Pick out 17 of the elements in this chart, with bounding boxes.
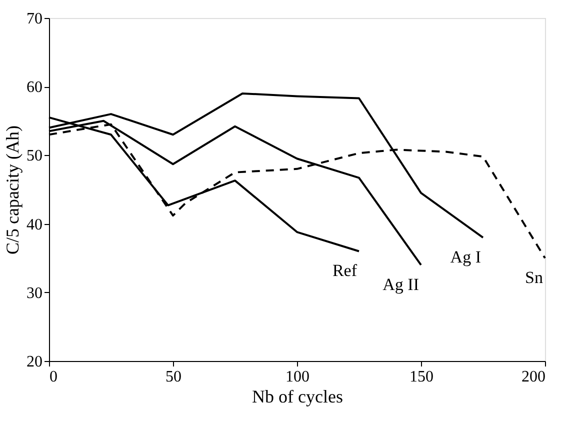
- series-label: Ag II: [382, 274, 420, 294]
- y-tick-label: 70: [26, 10, 42, 28]
- series-label: Ref: [332, 261, 358, 280]
- y-tick-label: 30: [26, 284, 42, 302]
- x-tick-label: 100: [286, 368, 310, 386]
- x-tick-label: 0: [50, 368, 58, 386]
- x-tick-label: 200: [522, 368, 546, 386]
- y-tick-label: 60: [26, 79, 42, 96]
- x-axis-title: Nb of cycles: [252, 386, 343, 406]
- y-tick-label: 40: [26, 216, 42, 234]
- x-tick-label: 50: [166, 368, 182, 386]
- y-tick-label: 20: [26, 354, 42, 370]
- y-axis-title: C/5 capacity (Ah): [2, 126, 22, 254]
- x-tick-label: 150: [410, 368, 434, 386]
- series-label: Ag I: [450, 248, 482, 267]
- y-tick-label: 50: [26, 148, 42, 165]
- series-label: Sn: [525, 268, 544, 288]
